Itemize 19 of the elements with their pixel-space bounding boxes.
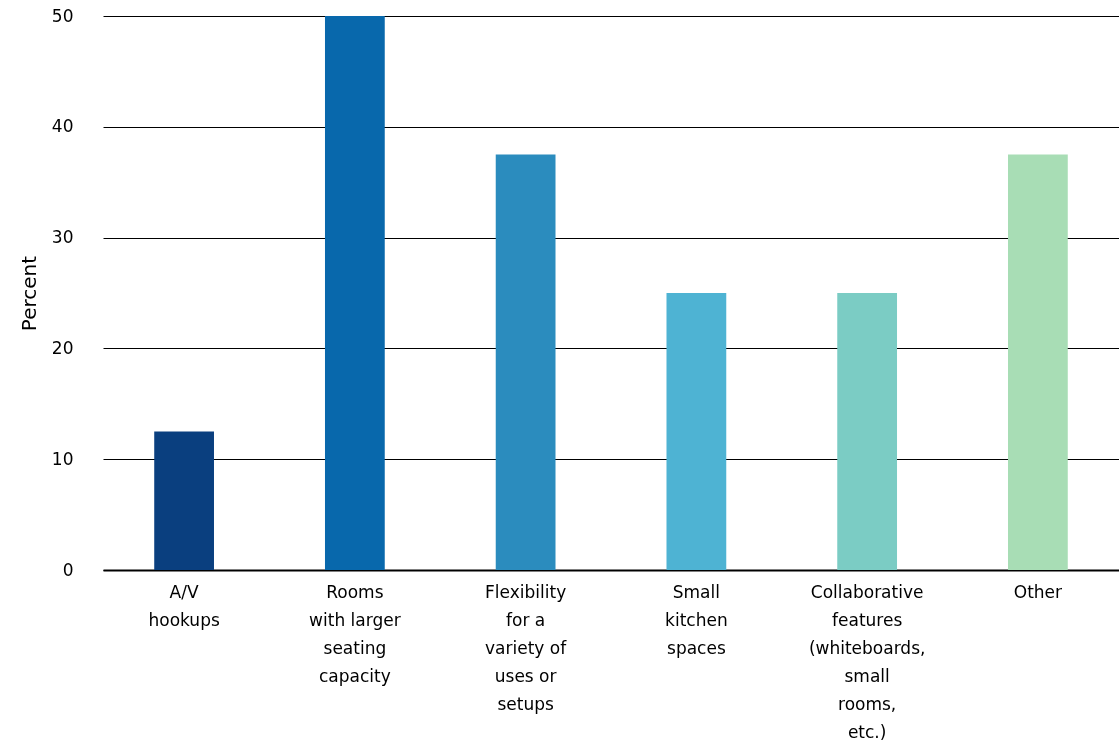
y-tick-label: 40 [51,116,74,137]
y-tick-label: 50 [51,5,74,26]
y-tick-label: 30 [51,227,74,248]
bar [837,293,898,570]
y-tick-label: 20 [51,337,74,358]
x-tick-label: Rooms with larger seating capacity [309,581,401,686]
bar [324,16,385,570]
bar [154,431,214,570]
x-tick-label: Collaborative features (whiteboards, small rooms, etc.) [808,581,926,742]
x-tick-label: Other [1013,581,1063,602]
bar [666,293,727,570]
bar [1008,154,1068,570]
x-tick-label: Flexibility for a variety of uses or setups [485,581,568,714]
y-tick-label: 10 [51,448,74,469]
x-tick-label: A/V hookups [148,581,220,630]
y-tick-label: 0 [62,559,74,580]
bar [495,154,556,570]
y-axis-title: Percent [16,255,41,332]
x-tick-label: Small kitchen spaces [665,581,728,658]
